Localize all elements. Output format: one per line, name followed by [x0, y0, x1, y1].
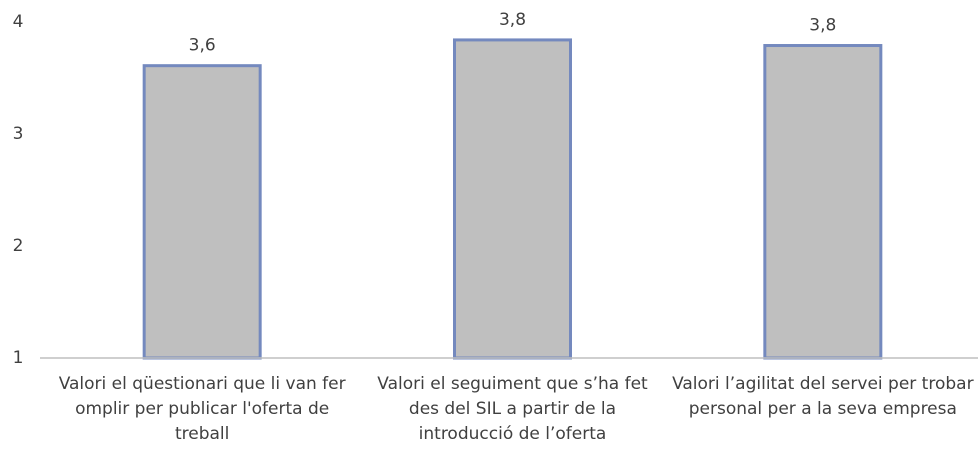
bar: [763, 44, 883, 360]
x-tick-label: Valori l’agilitat del servei per trobar …: [672, 374, 974, 419]
bar: [142, 64, 262, 360]
y-tick-label: 2: [13, 236, 24, 256]
bar: [453, 38, 572, 360]
y-tick-label: 1: [13, 348, 24, 368]
x-tick-label: Valori el qüestionari que li van fer omp…: [58, 374, 346, 444]
y-tick-label: 3: [13, 124, 24, 144]
data-label: 3,8: [499, 10, 526, 30]
x-tick-label: Valori el seguiment que s’ha fet des del…: [377, 374, 648, 444]
y-tick-label: 4: [13, 12, 24, 32]
data-label: 3,6: [189, 36, 216, 56]
data-label: 3,8: [809, 16, 836, 36]
